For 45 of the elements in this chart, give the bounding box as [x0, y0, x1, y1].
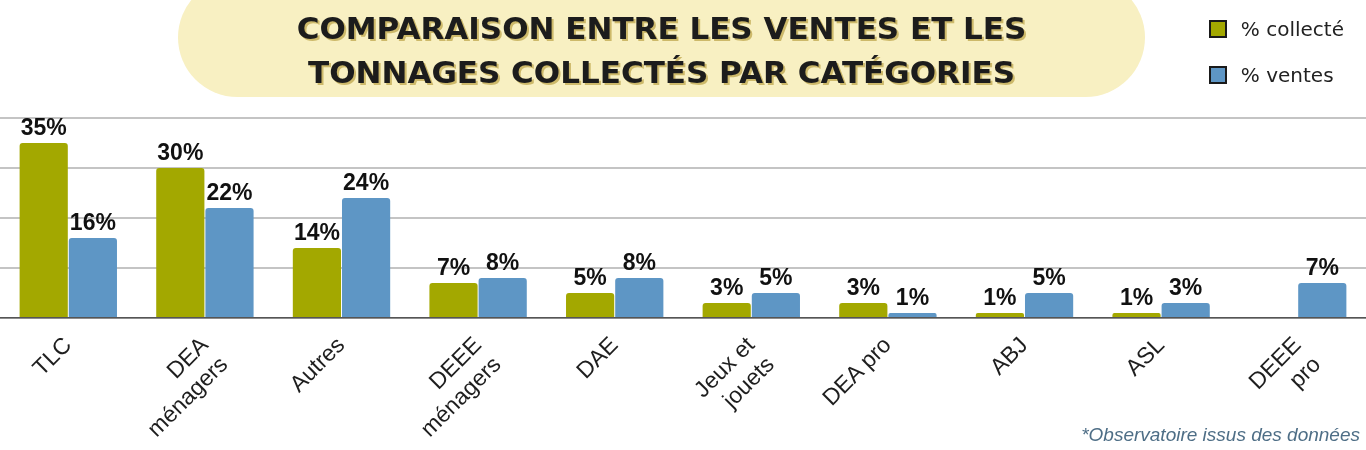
- legend-label: % ventes: [1240, 63, 1334, 87]
- data-label: 1%: [895, 283, 930, 310]
- data-label: 3%: [1169, 273, 1203, 300]
- data-label: 7%: [436, 253, 471, 280]
- bar: [702, 303, 751, 317]
- bar: [478, 278, 527, 317]
- bar: [205, 208, 254, 317]
- legend-label: % collecté: [1240, 17, 1344, 41]
- x-tick-label: DEA pro: [816, 331, 896, 411]
- data-label: 16%: [69, 208, 116, 235]
- data-label: 5%: [573, 263, 607, 290]
- bar: [888, 313, 937, 317]
- data-label: 8%: [486, 248, 520, 275]
- data-label: 5%: [759, 263, 793, 290]
- data-label: 35%: [20, 113, 67, 140]
- bar: [566, 293, 615, 317]
- data-label: 5%: [1032, 263, 1066, 290]
- data-label: 7%: [1305, 253, 1339, 280]
- data-label: 30%: [157, 138, 204, 165]
- bar: [751, 293, 800, 317]
- data-label: 1%: [1119, 283, 1154, 310]
- text: *Observatoire issus des données: [1081, 424, 1360, 446]
- data-label: 24%: [343, 168, 390, 195]
- bar: [341, 198, 391, 317]
- data-label: 1%: [983, 283, 1017, 310]
- bar: [156, 168, 205, 317]
- bar: [68, 238, 117, 317]
- data-label: 8%: [622, 248, 656, 275]
- chart-title: COMPARAISON ENTRE LES VENTES ET LES TONNAGES COLLECTÉS PAR CATÉGORIES: [178, 0, 1145, 97]
- bar: [1024, 293, 1074, 317]
- bar: [292, 248, 342, 317]
- bar: [429, 283, 478, 317]
- bar: [1161, 303, 1210, 317]
- data-label: 3%: [846, 273, 880, 300]
- bar: [19, 143, 68, 317]
- x-tick-label: TLC: [27, 331, 77, 381]
- data-label: 3%: [710, 273, 744, 300]
- bar: [975, 313, 1025, 317]
- data-label: 14%: [293, 218, 340, 245]
- bar: [1298, 283, 1347, 317]
- data-label: 22%: [206, 178, 253, 205]
- x-tick-label: ASL: [1119, 331, 1170, 381]
- bar: [615, 278, 664, 317]
- bar: [839, 303, 888, 317]
- bar: [1112, 313, 1161, 317]
